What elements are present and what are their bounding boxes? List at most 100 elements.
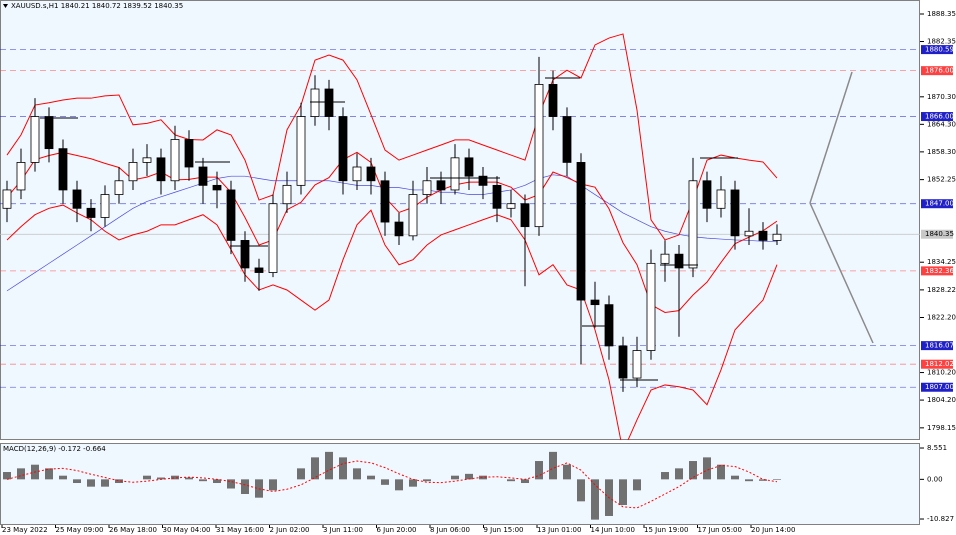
candle-body bbox=[464, 157, 474, 177]
macd-bar bbox=[521, 479, 529, 484]
candle-body bbox=[58, 148, 68, 191]
candle-body bbox=[268, 203, 278, 273]
macd-bar bbox=[87, 479, 95, 487]
macd-bar bbox=[101, 479, 109, 487]
y-tick-label: 1822.20 bbox=[927, 313, 956, 321]
signal-line bbox=[6, 460, 778, 509]
candle-body bbox=[660, 253, 670, 264]
candle-body bbox=[240, 240, 250, 269]
macd-bar bbox=[311, 457, 319, 480]
macd-bar bbox=[213, 479, 221, 484]
x-tick-label: 14 Jun 10:00 bbox=[591, 526, 635, 534]
macd-bar bbox=[689, 461, 697, 480]
level-tag bbox=[921, 266, 953, 276]
macd-bar bbox=[241, 479, 249, 495]
menu-arrow[interactable] bbox=[3, 4, 8, 8]
candle-body bbox=[422, 180, 432, 195]
band-upper bbox=[6, 33, 778, 241]
macd-bar bbox=[45, 468, 53, 480]
candle-body bbox=[674, 253, 684, 269]
candle-body bbox=[744, 230, 754, 237]
macd-bar bbox=[703, 457, 711, 480]
macd-bar bbox=[199, 479, 207, 482]
candle-body bbox=[632, 350, 642, 379]
macd-bar bbox=[367, 475, 375, 480]
main-panel bbox=[0, 0, 920, 440]
level-tag bbox=[921, 66, 953, 76]
macd-bar bbox=[535, 461, 543, 480]
macd-bar bbox=[227, 479, 235, 489]
axes: 1888.35 1882.35 1870.30 1864.30 1858.30 1852.… bbox=[1, 10, 956, 534]
x-tick-label: 23 May 2022 bbox=[2, 526, 48, 534]
y-tick-label: 0.00 bbox=[927, 475, 943, 483]
x-tick-label: 26 May 18:00 bbox=[109, 526, 157, 534]
candle-body bbox=[590, 299, 600, 306]
candle-body bbox=[72, 189, 82, 209]
macd-bar bbox=[59, 475, 67, 480]
level-label: 1812.02 bbox=[925, 360, 954, 368]
level-tag bbox=[921, 45, 953, 55]
symbol-header: XAUUSD.s,H1 1840.21 1840.72 1839.52 1840… bbox=[11, 2, 183, 10]
candle-body bbox=[296, 116, 306, 186]
candle-body bbox=[198, 166, 208, 186]
macd-bar bbox=[3, 472, 11, 480]
y-tick-label: 1834.25 bbox=[927, 258, 956, 266]
x-tick-label: 15 Jun 19:00 bbox=[644, 526, 688, 534]
candle-body bbox=[730, 189, 740, 237]
candle-body bbox=[254, 267, 264, 273]
candle-body bbox=[184, 139, 194, 168]
macd-bar bbox=[325, 451, 333, 480]
level-tag bbox=[921, 199, 953, 209]
candle-body bbox=[30, 116, 40, 163]
arrow-down bbox=[809, 202, 874, 344]
y-tick-label: 1864.30 bbox=[927, 120, 956, 128]
x-tick-label: 17 Jun 05:00 bbox=[698, 526, 742, 534]
y-tick-label: -10.827 bbox=[927, 515, 954, 523]
macd-bar bbox=[115, 479, 123, 484]
candle-body bbox=[408, 194, 418, 237]
candle-body bbox=[534, 84, 544, 228]
macd-bar bbox=[353, 468, 361, 480]
macd-bar bbox=[507, 479, 515, 482]
y-tick-label: 1882.35 bbox=[927, 38, 956, 46]
candle-body bbox=[86, 207, 96, 218]
level-label: 1832.36 bbox=[925, 267, 954, 275]
y-tick-label: 1870.30 bbox=[927, 93, 956, 101]
level-tag bbox=[921, 112, 953, 122]
macd-bar bbox=[479, 475, 487, 480]
y-tick-label: 1858.30 bbox=[927, 148, 956, 156]
level-tag bbox=[921, 359, 953, 369]
level-label: 1866.00 bbox=[925, 113, 954, 121]
macd-bar bbox=[451, 475, 459, 480]
candle-body bbox=[576, 162, 586, 301]
candle-body bbox=[128, 162, 138, 182]
candle-body bbox=[352, 166, 362, 182]
macd-bar bbox=[549, 451, 557, 480]
macd-bar bbox=[661, 472, 669, 480]
y-tick-label: 1852.25 bbox=[927, 176, 956, 184]
macd-bar bbox=[381, 479, 389, 485]
level-label: 1816.07 bbox=[925, 342, 954, 350]
candle-body bbox=[142, 157, 152, 163]
macd-bar bbox=[773, 479, 781, 480]
x-tick-label: 6 Jun 20:00 bbox=[377, 526, 417, 534]
y-tick-label: 1828.22 bbox=[927, 286, 956, 294]
macd-bar bbox=[619, 479, 627, 505]
band-lower bbox=[6, 204, 778, 440]
x-tick-label: 20 Jun 14:00 bbox=[751, 526, 795, 534]
candle-body bbox=[170, 139, 180, 182]
candle-body bbox=[324, 88, 334, 117]
x-tick-label: 3 Jun 11:00 bbox=[323, 526, 363, 534]
candle-body bbox=[772, 233, 782, 241]
macd-bar bbox=[563, 464, 571, 480]
candle-body bbox=[450, 157, 460, 191]
macd-bar bbox=[171, 475, 179, 480]
candle-body bbox=[562, 116, 572, 163]
level-tag bbox=[921, 229, 953, 239]
macd-bar bbox=[143, 475, 151, 480]
candle-body bbox=[758, 230, 768, 241]
candle-body bbox=[310, 88, 320, 117]
x-tick-label: 9 Jun 15:00 bbox=[484, 526, 524, 534]
candle-body bbox=[44, 116, 54, 150]
